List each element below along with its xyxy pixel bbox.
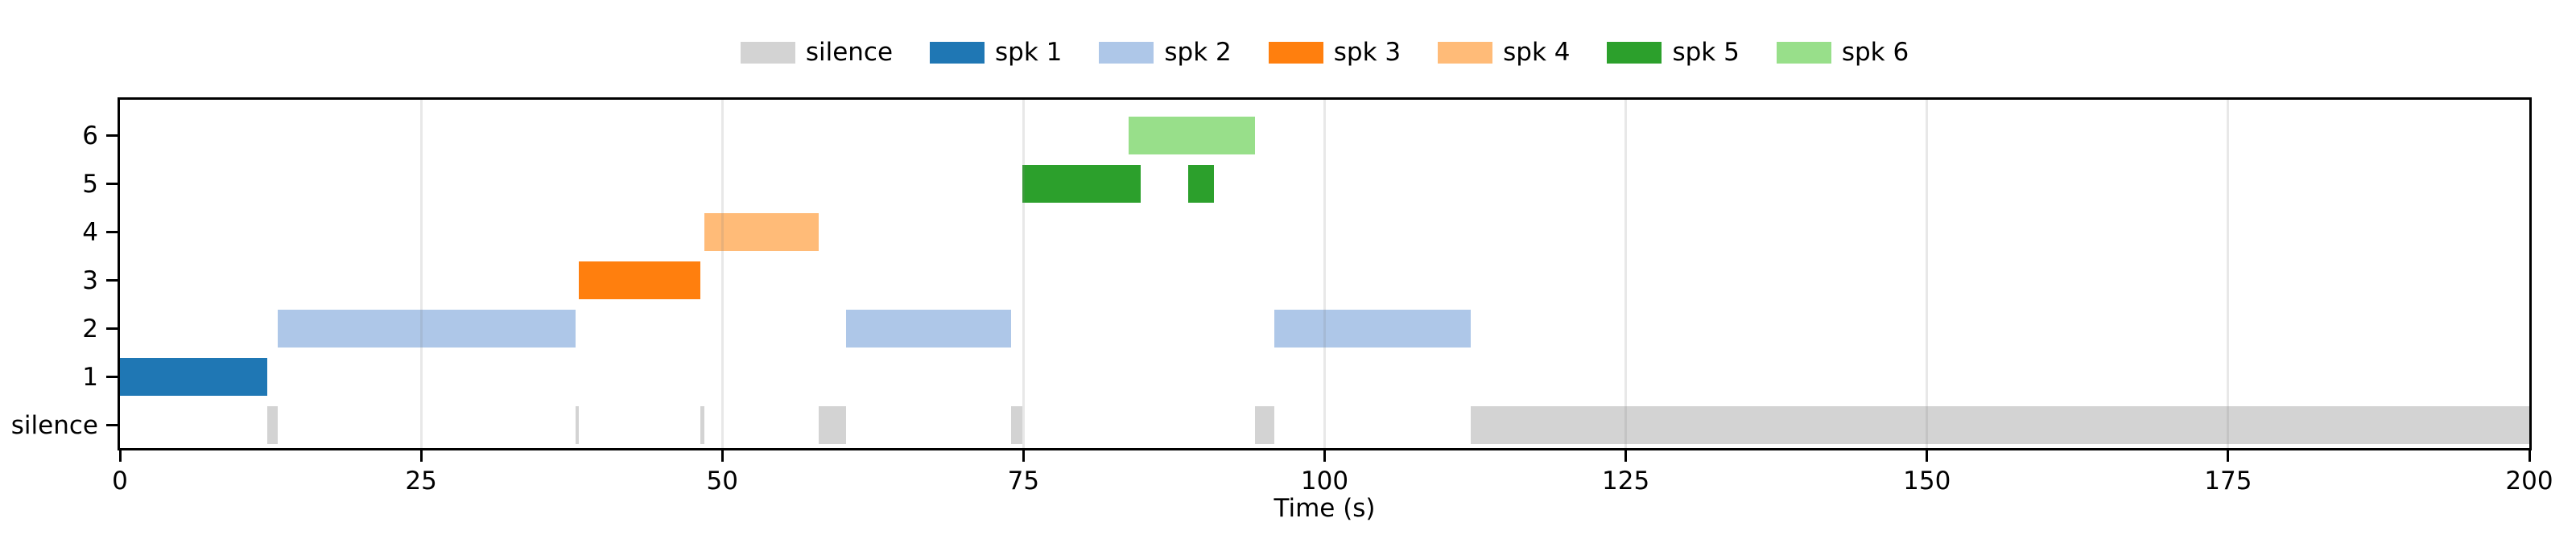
legend-swatch-spk-1 (930, 41, 985, 64)
legend-item: spk 3 (1268, 37, 1402, 67)
y-axis: silence 1 2 3 4 5 6 (0, 100, 118, 448)
legend: silence spk 1 spk 2 spk 3 spk 4 spk 5 spk 6 (118, 39, 2532, 66)
x-tick-label: 100 (1300, 467, 1349, 496)
x-tick-label: 200 (2505, 467, 2553, 496)
y-tick-label: 6 (82, 121, 98, 150)
legend-item: spk 2 (1099, 37, 1232, 67)
legend-swatch-spk-4 (1438, 41, 1493, 64)
y-tick (106, 424, 118, 426)
y-tick (106, 376, 118, 378)
gridline (2227, 100, 2230, 448)
x-tick-label: 25 (405, 467, 437, 496)
x-tick-label: 50 (706, 467, 738, 496)
plot-area (118, 97, 2532, 450)
segment-bar-silence (1254, 406, 1274, 444)
plot-inner (120, 100, 2529, 448)
x-tick (1022, 450, 1025, 462)
x-tick (2528, 450, 2531, 462)
segment-bar-spk-3 (579, 261, 701, 299)
segment-bar-spk-2 (846, 310, 1012, 348)
legend-item: spk 4 (1438, 37, 1571, 67)
legend-label: spk 5 (1672, 37, 1740, 67)
segment-bar-spk-5 (1022, 165, 1141, 203)
x-tick (1624, 450, 1628, 462)
legend-label: spk 2 (1164, 37, 1232, 67)
gridline (1022, 100, 1025, 448)
gridline (720, 100, 724, 448)
legend-swatch-spk-2 (1099, 41, 1154, 64)
x-tick-label: 175 (2204, 467, 2252, 496)
legend-item: spk 1 (930, 37, 1063, 67)
x-tick-label: 75 (1007, 467, 1040, 496)
legend-swatch-spk-6 (1776, 41, 1831, 64)
legend-item: spk 6 (1776, 37, 1909, 67)
segment-bar-silence (700, 406, 704, 444)
segment-bar-silence (1470, 406, 2529, 444)
y-tick-label: 1 (82, 362, 98, 392)
y-tick (106, 183, 118, 185)
x-tick (419, 450, 423, 462)
x-tick (2227, 450, 2230, 462)
y-tick (106, 327, 118, 330)
y-tick-label: silence (10, 410, 98, 440)
gridline (1624, 100, 1628, 448)
x-tick (118, 450, 122, 462)
segment-bar-silence (818, 406, 847, 444)
segment-bar-spk-5 (1188, 165, 1214, 203)
legend-item: silence (740, 37, 894, 67)
gridline (1323, 100, 1326, 448)
legend-swatch-silence (740, 41, 795, 64)
y-tick (106, 231, 118, 233)
x-tick-label: 150 (1903, 467, 1951, 496)
legend-item: spk 5 (1607, 37, 1740, 67)
x-tick (720, 450, 724, 462)
segment-bar-spk-1 (120, 358, 267, 396)
y-tick-label: 3 (82, 265, 98, 295)
segment-bar-spk-2 (1274, 310, 1471, 348)
x-tick (1926, 450, 1929, 462)
y-tick-label: 4 (82, 217, 98, 247)
gridline (1926, 100, 1929, 448)
legend-swatch-spk-3 (1268, 41, 1323, 64)
segment-bar-silence (575, 406, 580, 444)
segment-bar-spk-4 (704, 213, 819, 251)
x-tick-label: 125 (1602, 467, 1650, 496)
x-axis-label: Time (s) (1274, 494, 1376, 523)
x-axis: 0 25 50 75 100 125 150 175 200 (112, 450, 2553, 507)
y-tick (106, 279, 118, 282)
segment-bar-spk-2 (278, 310, 576, 348)
gridline (419, 100, 423, 448)
legend-label: silence (805, 37, 894, 67)
legend-label: spk 1 (995, 37, 1063, 67)
legend-label: spk 4 (1503, 37, 1571, 67)
segment-bar-silence (266, 406, 279, 444)
y-tick (106, 134, 118, 137)
legend-label: spk 3 (1333, 37, 1402, 67)
legend-label: spk 6 (1841, 37, 1909, 67)
y-tick-label: 5 (82, 169, 98, 199)
x-tick-label: 0 (112, 467, 128, 496)
x-tick (1323, 450, 1326, 462)
y-tick-label: 2 (82, 314, 98, 343)
segment-bar-silence (1011, 406, 1022, 444)
legend-swatch-spk-5 (1607, 41, 1662, 64)
segment-bar-spk-6 (1128, 117, 1255, 154)
